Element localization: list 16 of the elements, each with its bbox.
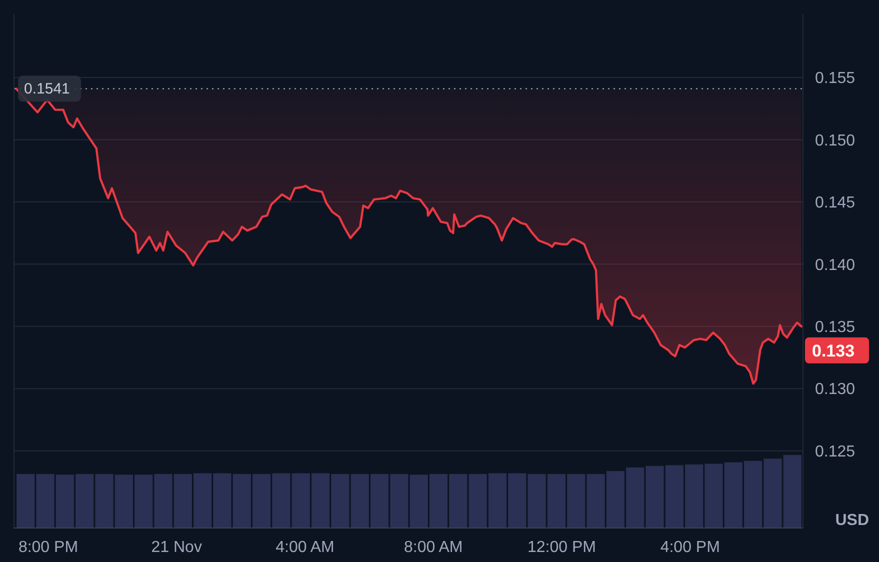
x-tick-label: 21 Nov	[151, 539, 202, 556]
y-tick-label: 0.130	[815, 381, 856, 398]
x-tick-label: 8:00 PM	[18, 539, 78, 556]
y-tick-label: 0.135	[815, 318, 856, 336]
text: 0.133	[812, 341, 855, 360]
y-axis-title: USD	[835, 512, 869, 529]
x-tick-label: 12:00 PM	[528, 539, 596, 556]
y-tick-label: 0.145	[815, 194, 856, 212]
x-tick-label: 4:00 PM	[660, 539, 720, 556]
y-tick-label: 0.150	[815, 132, 856, 150]
x-tick-label: 8:00 AM	[404, 539, 463, 556]
y-tick-label: 0.140	[815, 256, 856, 274]
x-tick-label: 4:00 AM	[276, 539, 334, 556]
ref-line-label: 0.1541	[24, 80, 70, 98]
y-tick-label: 0.125	[815, 443, 856, 460]
y-tick-label: 0.155	[815, 70, 856, 88]
